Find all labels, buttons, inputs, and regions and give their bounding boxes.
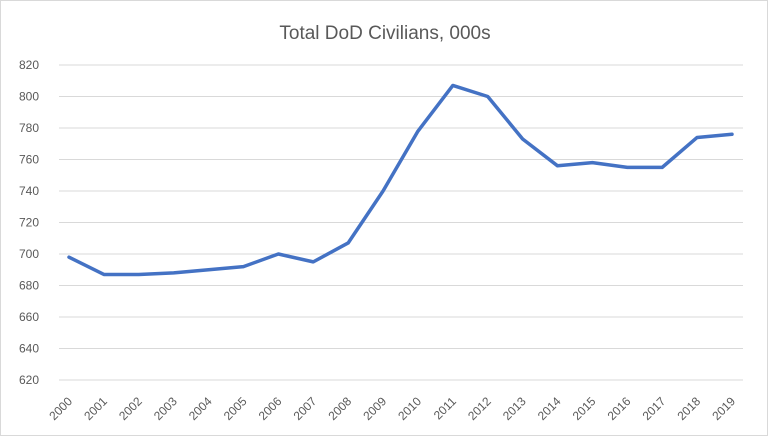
y-tick-label: 740 — [19, 184, 39, 198]
x-tick-label: 2001 — [81, 394, 110, 423]
x-tick-label: 2005 — [221, 394, 250, 423]
x-tick-label: 2010 — [395, 394, 424, 423]
x-tick-label: 2009 — [360, 394, 389, 423]
x-tick-label: 2018 — [674, 394, 703, 423]
y-tick-label: 760 — [19, 153, 39, 167]
x-tick-label: 2012 — [465, 394, 494, 423]
x-tick-label: 2014 — [535, 394, 564, 423]
x-tick-label: 2015 — [570, 394, 599, 423]
y-tick-label: 680 — [19, 279, 39, 293]
x-tick-label: 2002 — [116, 394, 145, 423]
series-line — [69, 85, 732, 274]
x-tick-label: 2003 — [151, 394, 180, 423]
y-tick-label: 700 — [19, 247, 39, 261]
y-tick-label: 620 — [19, 373, 39, 387]
y-tick-label: 820 — [19, 58, 39, 72]
x-tick-label: 2006 — [256, 394, 285, 423]
y-tick-label: 780 — [19, 121, 39, 135]
chart-title: Total DoD Civilians, 000s — [279, 23, 490, 44]
x-tick-label: 2011 — [431, 394, 459, 422]
x-tick-label: 2007 — [291, 394, 320, 423]
x-tick-label: 2000 — [46, 394, 75, 423]
x-tick-label: 2017 — [640, 394, 669, 423]
x-tick-label: 2008 — [325, 394, 354, 423]
x-tick-label: 2004 — [186, 394, 215, 423]
y-tick-label: 660 — [19, 310, 39, 324]
y-tick-label: 800 — [19, 90, 39, 104]
y-tick-label: 720 — [19, 216, 39, 230]
x-tick-label: 2019 — [709, 394, 738, 423]
y-tick-label: 640 — [19, 342, 39, 356]
x-tick-label: 2013 — [500, 394, 529, 423]
x-tick-label: 2016 — [605, 394, 634, 423]
